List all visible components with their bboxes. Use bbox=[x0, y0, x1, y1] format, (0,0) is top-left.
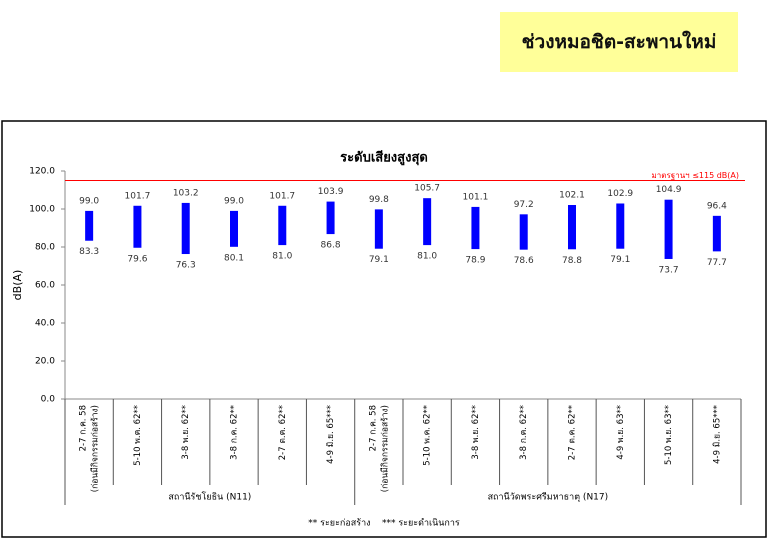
x-tick-label: 3-8 พ.ย. 62** bbox=[471, 405, 481, 460]
y-tick-label: 20.0 bbox=[35, 357, 55, 367]
y-tick-label: 40.0 bbox=[35, 319, 55, 329]
range-bar bbox=[278, 205, 287, 246]
y-tick-label: 80.0 bbox=[35, 243, 55, 253]
y-tick-label: 120.0 bbox=[29, 167, 55, 177]
range-bar bbox=[230, 210, 238, 247]
y-axis-label: dB(A) bbox=[11, 270, 24, 301]
range-bar bbox=[471, 206, 480, 250]
high-label: 101.7 bbox=[125, 191, 151, 201]
high-label: 105.7 bbox=[414, 184, 440, 194]
x-tick-label: 2-7 ก.ค. 58 bbox=[368, 405, 378, 451]
y-tick-label: 100.0 bbox=[29, 205, 55, 215]
low-label: 77.7 bbox=[707, 258, 727, 268]
chart-title: ระดับเสียงสูงสุด bbox=[340, 150, 428, 166]
x-tick-label: 3-8 พ.ย. 62** bbox=[181, 405, 191, 460]
high-label: 103.9 bbox=[318, 187, 344, 197]
range-bar bbox=[181, 202, 190, 255]
x-tick-label: 2-7 ต.ค. 62** bbox=[278, 405, 288, 460]
high-label: 99.0 bbox=[224, 196, 244, 206]
high-label: 104.9 bbox=[656, 185, 682, 195]
low-label: 78.9 bbox=[465, 256, 485, 266]
low-label: 79.1 bbox=[610, 255, 630, 265]
x-tick-label: 5-10 พ.ค. 62** bbox=[423, 405, 433, 466]
low-label: 76.3 bbox=[176, 261, 196, 271]
high-label: 96.4 bbox=[707, 201, 727, 211]
range-bar bbox=[664, 199, 673, 259]
range-bar bbox=[712, 215, 721, 252]
x-tick-label: 3-8 ก.ค. 62** bbox=[230, 405, 240, 460]
range-bar bbox=[519, 214, 528, 250]
range-bar bbox=[326, 201, 335, 235]
high-label: 99.0 bbox=[79, 196, 99, 206]
threshold-label: มาตรฐานฯ ≤115 dB(A) bbox=[652, 171, 739, 180]
footnote: ** ระยะก่อสร้าง *** ระยะดำเนินการ bbox=[308, 518, 460, 529]
low-label: 86.8 bbox=[321, 241, 341, 251]
x-tick-label: 3-8 ก.ค. 62** bbox=[519, 405, 529, 460]
range-bar bbox=[423, 198, 432, 246]
high-label: 102.9 bbox=[607, 189, 633, 199]
low-label: 83.3 bbox=[79, 247, 99, 257]
y-tick-label: 0.0 bbox=[41, 395, 56, 405]
high-label: 97.2 bbox=[514, 200, 534, 210]
x-tick-label: (ก่อนมีกิจกรรมก่อสร้าง) bbox=[379, 405, 390, 492]
low-label: 78.8 bbox=[562, 256, 582, 266]
group-label: สถานีวัดพระศรีมหาธาตุ (N17) bbox=[488, 492, 609, 503]
low-label: 79.6 bbox=[127, 254, 147, 264]
x-tick-label: 2-7 ต.ค. 62** bbox=[568, 405, 578, 460]
low-label: 73.7 bbox=[659, 265, 679, 275]
high-label: 99.8 bbox=[369, 195, 389, 205]
range-bar bbox=[616, 203, 625, 249]
chart-frame bbox=[1, 120, 767, 538]
x-tick-label: (ก่อนมีกิจกรรมก่อสร้าง) bbox=[90, 405, 101, 492]
x-tick-label: 5-10 พ.ย. 63** bbox=[664, 405, 674, 465]
x-tick-label: 2-7 ก.ค. 58 bbox=[79, 405, 89, 451]
x-tick-label: 5-10 พ.ค. 62** bbox=[133, 405, 143, 466]
range-bar bbox=[374, 209, 383, 249]
high-label: 103.2 bbox=[173, 188, 199, 198]
low-label: 80.1 bbox=[224, 253, 244, 263]
range-bar bbox=[133, 205, 142, 248]
group-label: สถานีรัชโยธิน (N11) bbox=[168, 492, 251, 503]
y-tick-label: 60.0 bbox=[35, 281, 55, 291]
low-label: 81.0 bbox=[417, 252, 437, 262]
range-bar bbox=[85, 210, 94, 241]
low-label: 79.1 bbox=[369, 255, 389, 265]
high-label: 101.1 bbox=[463, 192, 489, 202]
range-bar bbox=[568, 205, 576, 250]
high-label: 102.1 bbox=[559, 191, 585, 201]
header-title: ช่วงหมอชิต-สะพานใหม่ bbox=[500, 12, 738, 72]
x-tick-label: 4-9 พ.ย. 63** bbox=[616, 405, 626, 460]
low-label: 81.0 bbox=[272, 252, 292, 262]
x-tick-label: 4-9 มิ.ย. 65*** bbox=[712, 405, 722, 464]
high-label: 101.7 bbox=[269, 191, 295, 201]
x-tick-label: 4-9 มิ.ย. 65*** bbox=[326, 405, 336, 464]
low-label: 78.6 bbox=[514, 256, 534, 266]
